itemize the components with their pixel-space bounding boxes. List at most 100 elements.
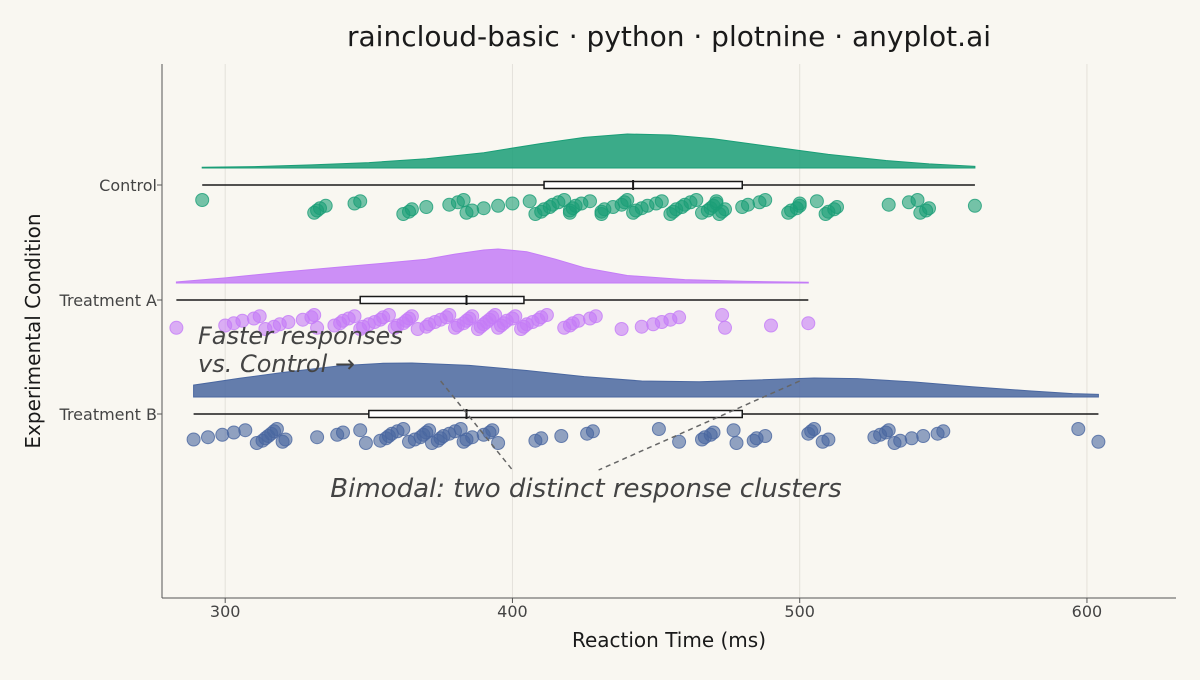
series-group: [169, 133, 1106, 450]
point-treatment-b: [904, 431, 919, 446]
point-treatment-a: [614, 322, 629, 336]
annotation-arrow-left: [440, 380, 514, 471]
annotation-arrow-right: [598, 380, 801, 471]
point-treatment-a: [672, 310, 687, 325]
point-control: [758, 193, 773, 207]
point-treatment-b: [353, 423, 368, 438]
point-treatment-b: [758, 429, 773, 443]
point-treatment-b: [672, 434, 687, 449]
point-treatment-b: [534, 431, 549, 446]
point-treatment-a: [508, 309, 523, 324]
point-treatment-b: [936, 424, 951, 439]
point-control: [195, 193, 210, 207]
series-treatment-a: [169, 248, 816, 336]
point-treatment-b: [554, 429, 569, 443]
x-tick-label-600: 600: [1072, 602, 1103, 621]
point-treatment-a: [310, 320, 325, 335]
point-treatment-b: [396, 422, 411, 436]
point-control: [353, 194, 368, 209]
x-tick-label-500: 500: [784, 602, 815, 621]
point-control: [583, 194, 597, 209]
point-treatment-a: [347, 309, 362, 324]
point-treatment-b: [422, 423, 437, 438]
x-tick-label-400: 400: [497, 602, 528, 621]
cloud-treatment-b: [193, 362, 1099, 398]
y-axis-label: Experimental Condition: [21, 213, 45, 448]
point-treatment-a: [252, 309, 267, 324]
point-treatment-a: [169, 320, 184, 335]
box-treatment-b: [368, 409, 743, 419]
point-treatment-b: [491, 436, 506, 450]
point-control: [809, 194, 824, 209]
point-treatment-a: [381, 308, 396, 322]
point-treatment-a: [764, 318, 778, 333]
point-treatment-b: [726, 423, 741, 438]
point-treatment-b: [807, 422, 822, 436]
annotation-faster-line-1: Faster responses: [198, 322, 403, 350]
point-treatment-a: [634, 319, 649, 334]
point-treatment-a: [571, 313, 586, 328]
box-treatment-a: [359, 295, 525, 305]
point-treatment-b: [215, 427, 230, 442]
point-treatment-b: [186, 432, 201, 447]
point-treatment-a: [281, 315, 296, 329]
point-control: [491, 198, 506, 213]
point-treatment-b: [585, 424, 600, 439]
point-treatment-b: [729, 436, 744, 450]
point-control: [654, 194, 669, 209]
point-control: [792, 196, 807, 211]
point-treatment-b: [881, 423, 896, 438]
x-tick-label-300: 300: [210, 602, 241, 621]
chart-title: raincloud-basic · python · plotnine · an…: [347, 20, 991, 53]
point-treatment-b: [358, 436, 373, 450]
point-treatment-b: [821, 432, 836, 447]
annotation-bimodal: Bimodal: two distinct response clusters: [330, 474, 841, 504]
y-tick-label-control: Control: [99, 176, 157, 195]
point-control: [967, 198, 982, 213]
point-treatment-b: [201, 430, 215, 445]
point-control: [522, 194, 537, 209]
point-treatment-a: [307, 308, 322, 322]
point-treatment-a: [539, 308, 554, 322]
point-control: [318, 198, 333, 213]
series-control: [195, 133, 982, 221]
box-control: [543, 180, 743, 190]
point-control: [404, 202, 419, 217]
point-control: [476, 201, 491, 216]
point-control: [456, 193, 471, 207]
cloud-treatment-a: [175, 248, 809, 284]
point-treatment-b: [465, 430, 480, 445]
point-control: [465, 203, 480, 218]
point-treatment-a: [465, 309, 480, 324]
series-treatment-b: [186, 362, 1106, 450]
point-control: [922, 201, 936, 216]
point-control: [718, 202, 732, 217]
point-treatment-a: [715, 308, 730, 322]
x-ticks: 300 400 500 600: [210, 598, 1102, 621]
point-treatment-b: [269, 422, 284, 436]
cloud-control: [201, 133, 976, 169]
point-treatment-a: [718, 320, 732, 335]
annotation-faster-line-2: vs. Control →: [198, 350, 355, 378]
point-treatment-b: [1091, 434, 1106, 449]
point-treatment-b: [651, 422, 666, 436]
point-treatment-b: [706, 425, 721, 440]
y-tick-label-treatment-b: Treatment B: [59, 405, 157, 424]
x-axis-label: Reaction Time (ms): [572, 628, 766, 652]
point-control: [741, 197, 755, 212]
point-control: [505, 196, 520, 211]
point-control: [910, 193, 925, 207]
point-treatment-b: [893, 433, 908, 448]
point-treatment-b: [1071, 422, 1086, 436]
point-control: [689, 193, 704, 207]
point-treatment-b: [310, 430, 325, 445]
point-treatment-b: [238, 423, 253, 438]
point-treatment-a: [404, 309, 419, 324]
point-treatment-a: [588, 309, 603, 324]
point-control: [881, 197, 896, 212]
point-control: [830, 200, 844, 214]
